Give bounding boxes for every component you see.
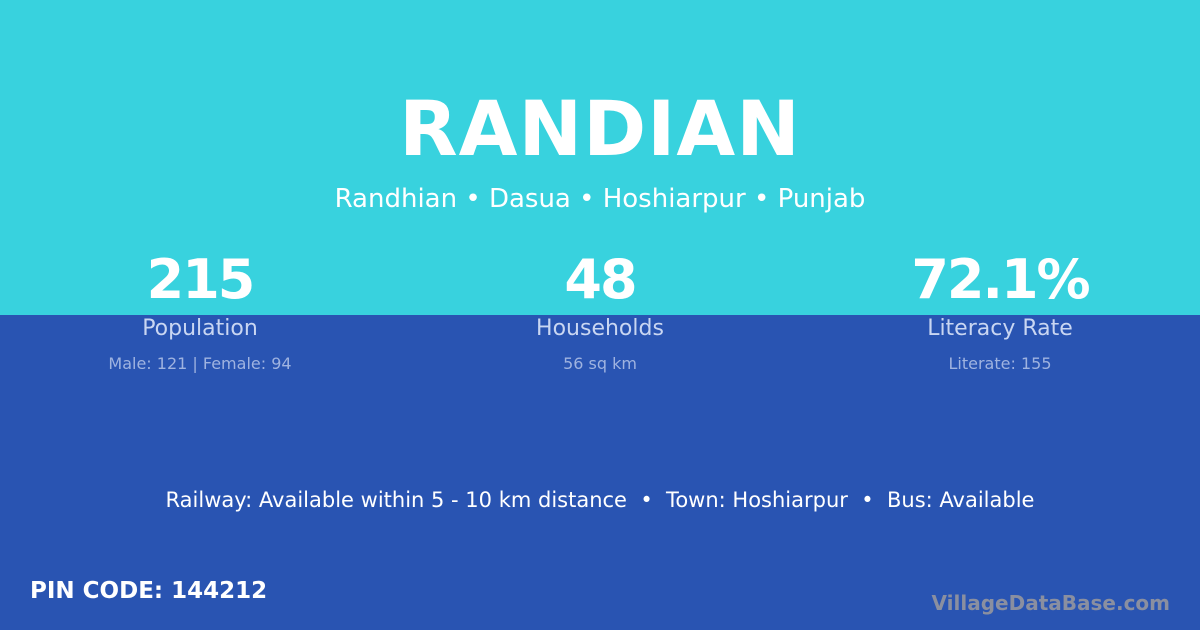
location-breadcrumb: Randhian • Dasua • Hoshiarpur • Punjab [334,184,866,214]
stat-label: Literacy Rate [927,316,1073,341]
stat-label: Households [536,316,664,341]
stat-value: 48 [564,248,637,311]
stat-label: Population [142,316,258,341]
stat-detail: Male: 121 | Female: 94 [108,354,292,373]
brand-watermark: VillageDataBase.com [931,591,1170,615]
village-name: RANDIAN [399,84,801,173]
pin-code: PIN CODE: 144212 [30,578,268,604]
info-band [0,315,1200,630]
stat-detail: 56 sq km [563,354,637,373]
amenities-line: Railway: Available within 5 - 10 km dist… [165,488,1035,512]
stat-value: 72.1% [911,248,1090,311]
stat-value: 215 [146,248,256,311]
header-band [0,0,1200,315]
stat-detail: Literate: 155 [948,354,1052,373]
